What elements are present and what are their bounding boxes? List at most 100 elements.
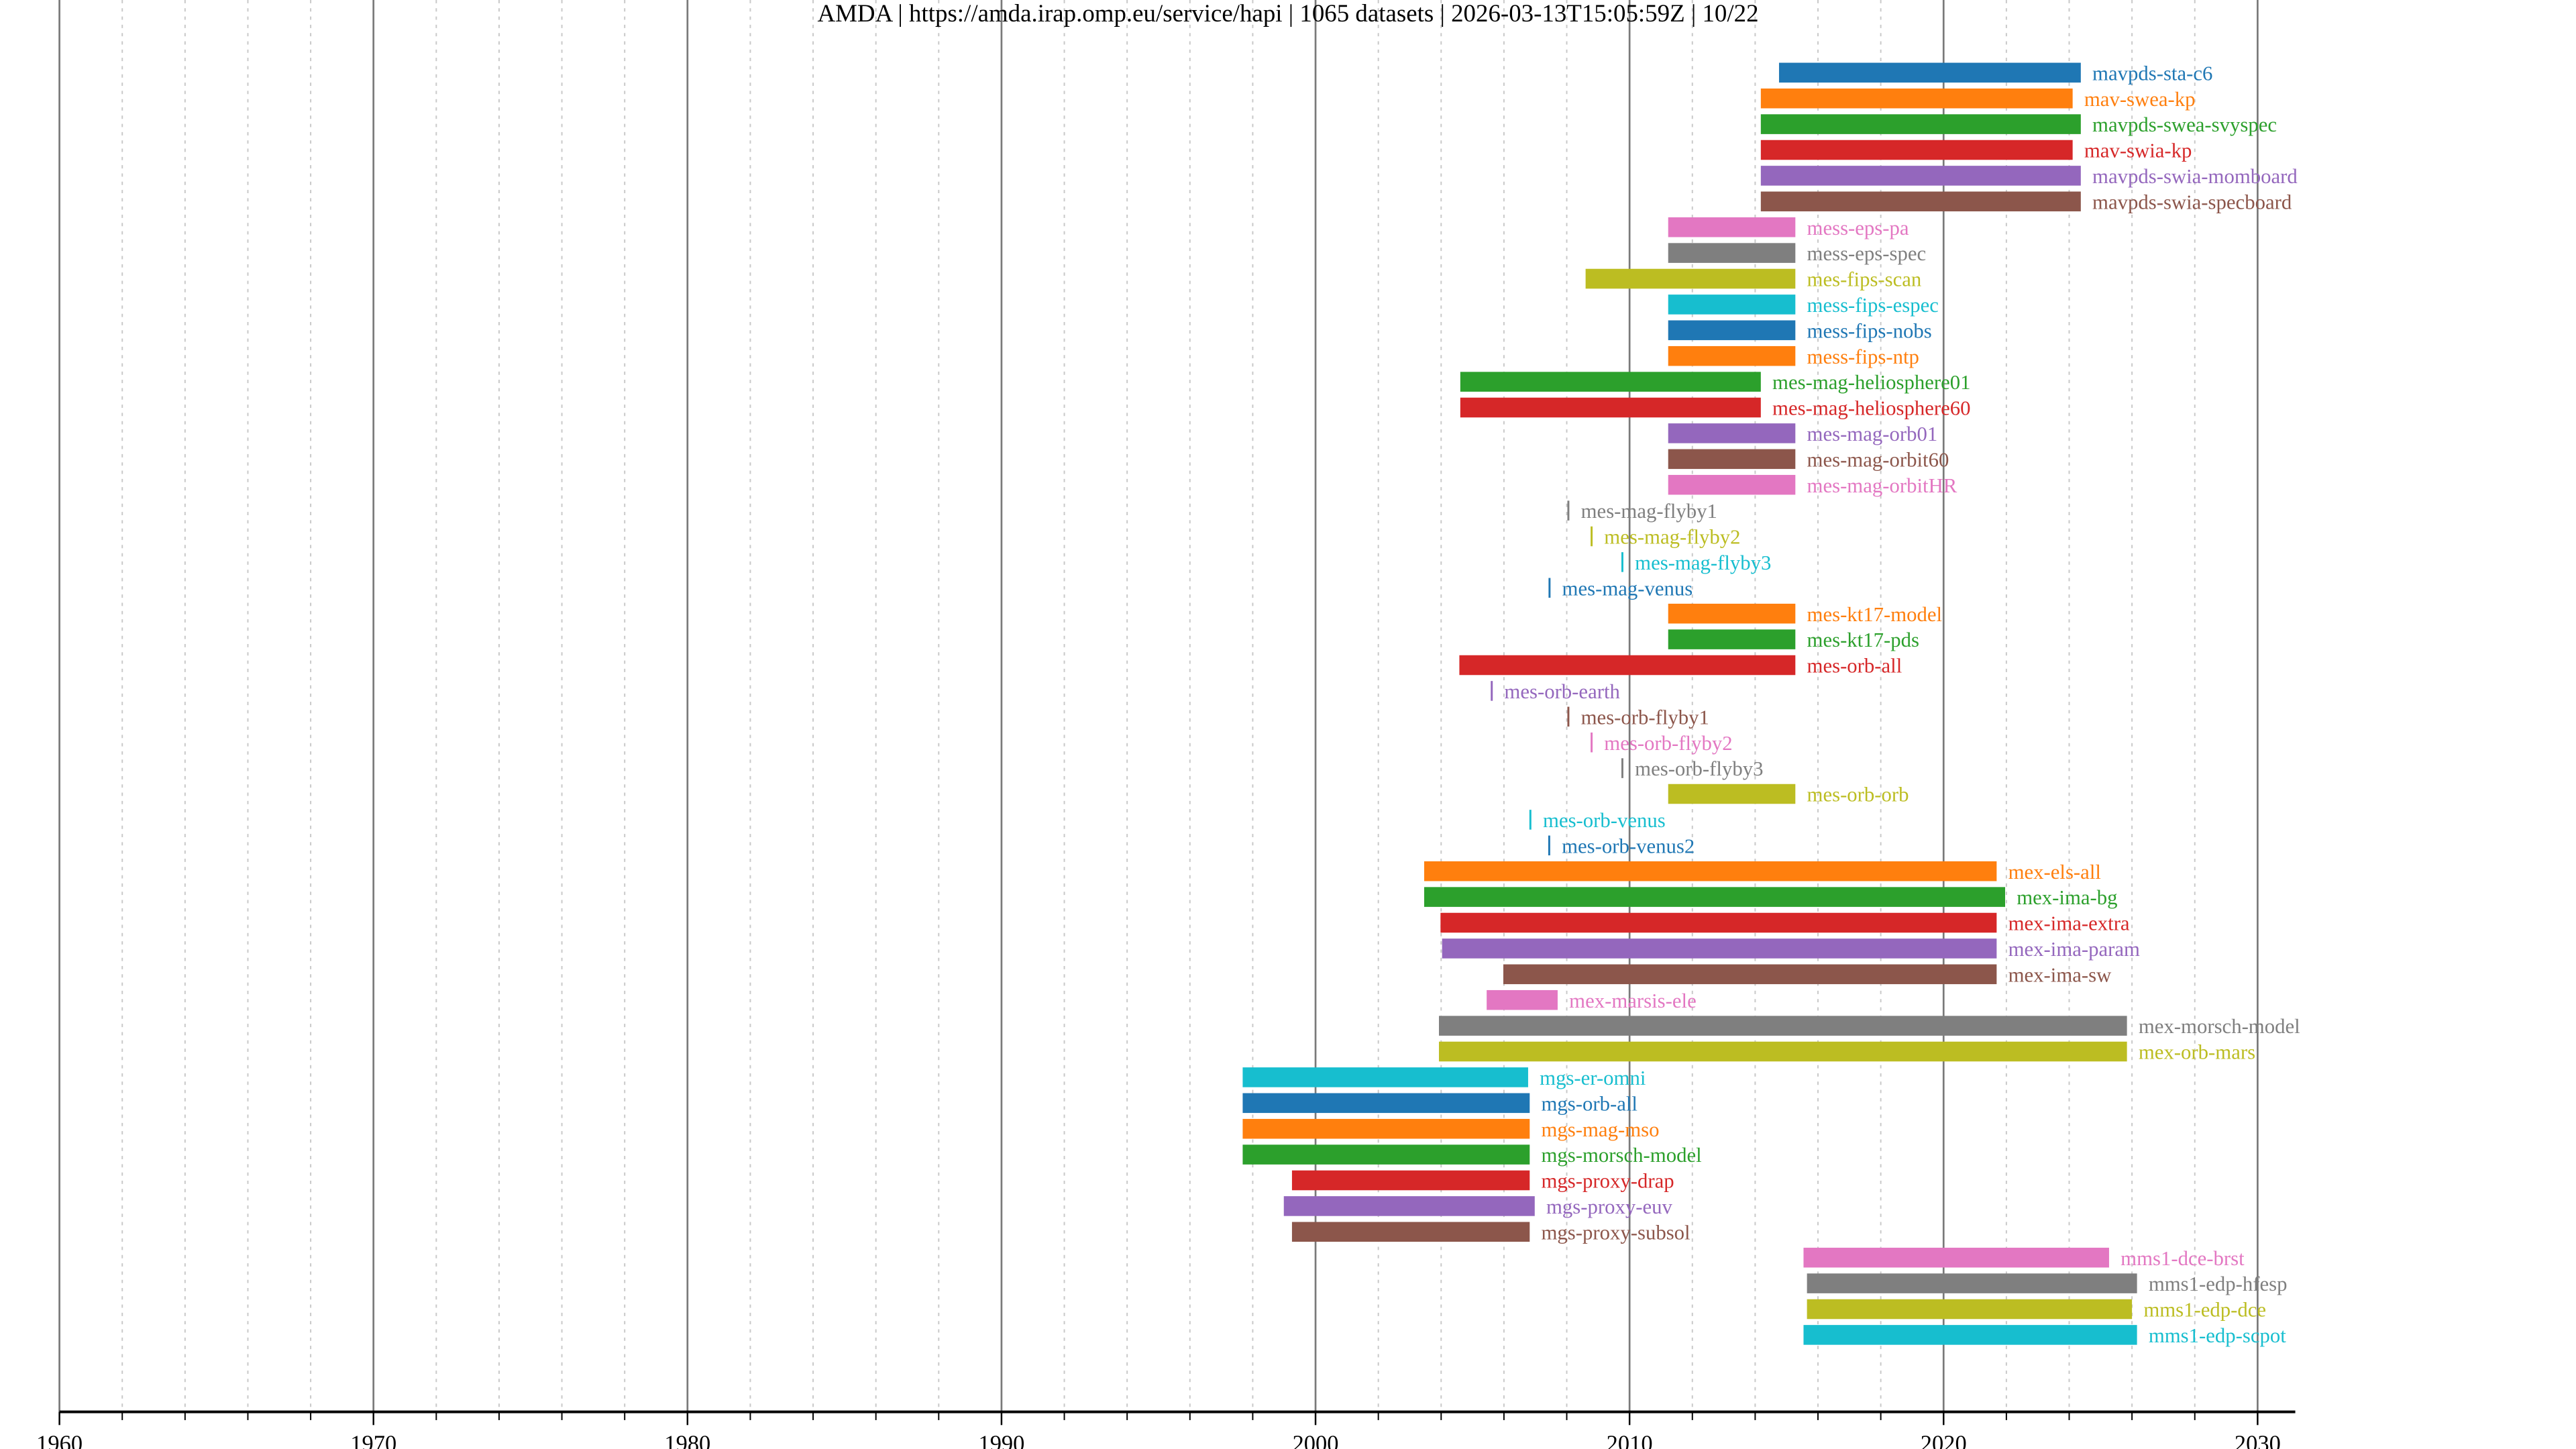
dataset-bar xyxy=(1591,526,1593,547)
dataset-bar xyxy=(1668,320,1796,341)
dataset-label: mess-fips-nobs xyxy=(1807,319,1932,342)
dataset-label: mex-ima-param xyxy=(2008,938,2140,961)
dataset-label: mes-orb-venus2 xyxy=(1562,835,1695,857)
dataset-bar xyxy=(1460,372,1761,392)
dataset-label: mes-mag-flyby3 xyxy=(1635,551,1771,574)
tick-label: 2020 xyxy=(1921,1432,1967,1449)
dataset-bar xyxy=(1442,938,1997,959)
dataset-label: mgs-proxy-subsol xyxy=(1542,1221,1690,1244)
dataset-bar xyxy=(1668,629,1796,649)
dataset-label: mes-orb-flyby3 xyxy=(1635,757,1763,780)
dataset-label: mex-ima-extra xyxy=(2008,912,2130,935)
dataset-label: mgs-mag-mso xyxy=(1542,1118,1660,1141)
tick-label: 1990 xyxy=(978,1432,1024,1449)
dataset-bar xyxy=(1283,1196,1535,1216)
dataset-bar xyxy=(1668,294,1796,315)
dataset-label: mex-orb-mars xyxy=(2139,1041,2255,1064)
dataset-bar xyxy=(1491,681,1493,701)
dataset-bar xyxy=(1621,758,1623,778)
dataset-label: mes-orb-earth xyxy=(1504,680,1619,703)
dataset-bar xyxy=(1291,1222,1530,1242)
dataset-bar xyxy=(1803,1325,2137,1345)
dataset-label: mes-mag-orbit60 xyxy=(1807,448,1949,471)
dataset-bar xyxy=(1567,706,1570,727)
dataset-label: mes-mag-orb01 xyxy=(1807,423,1938,445)
dataset-bar xyxy=(1440,912,1997,933)
dataset-bar xyxy=(1242,1093,1530,1114)
dataset-label: mms1-edp-dce xyxy=(2143,1299,2266,1322)
dataset-bar xyxy=(1668,603,1796,624)
dataset-label: mes-orb-all xyxy=(1807,655,1902,678)
dataset-bar xyxy=(1668,423,1796,443)
dataset-bar xyxy=(1459,655,1796,676)
dataset-bar xyxy=(1548,578,1551,598)
dataset-bar xyxy=(1760,88,2073,109)
dataset-label: mavpds-swea-svyspec xyxy=(2092,113,2277,136)
dataset-label: mes-kt17-model xyxy=(1807,603,1943,626)
dataset-label: mavpds-swia-specboard xyxy=(2092,191,2292,213)
dataset-label: mavpds-sta-c6 xyxy=(2092,62,2212,85)
dataset-bar xyxy=(1242,1144,1530,1165)
dataset-label: mes-mag-orbitHR xyxy=(1807,474,1957,497)
dataset-label: mes-mag-heliosphere01 xyxy=(1772,371,1970,394)
dataset-label: mex-ima-bg xyxy=(2017,886,2117,909)
dataset-label: mes-orb-flyby1 xyxy=(1581,706,1709,729)
dataset-label: mes-mag-venus xyxy=(1562,577,1693,600)
dataset-bar xyxy=(1548,835,1550,856)
dataset-bar xyxy=(1760,166,2081,186)
dataset-bar xyxy=(1291,1170,1530,1191)
chart-title: AMDA | https://amda.irap.omp.eu/service/… xyxy=(817,0,1758,27)
dataset-label: mes-orb-flyby2 xyxy=(1604,732,1732,755)
dataset-bar xyxy=(1760,191,2081,212)
dataset-bar xyxy=(1668,474,1796,495)
dataset-bar xyxy=(1424,861,1997,881)
dataset-label: mex-ima-sw xyxy=(2008,963,2112,986)
dataset-bar xyxy=(1591,732,1593,753)
dataset-bar xyxy=(1668,345,1796,366)
dataset-label: mgs-er-omni xyxy=(1540,1067,1646,1089)
dataset-label: mav-swia-kp xyxy=(2084,140,2192,162)
tick-label: 1980 xyxy=(664,1432,710,1449)
dataset-label: mes-mag-flyby1 xyxy=(1581,500,1717,523)
dataset-label: mes-mag-heliosphere60 xyxy=(1772,397,1970,420)
tick-label: 2010 xyxy=(1607,1432,1653,1449)
dataset-label: mms1-edp-hfesp xyxy=(2149,1273,2288,1295)
dataset-label: mgs-morsch-model xyxy=(1542,1144,1702,1167)
dataset-label: mess-fips-ntp xyxy=(1807,345,1919,368)
dataset-bar xyxy=(1760,140,2073,160)
dataset-bar xyxy=(1668,243,1796,263)
dataset-bar xyxy=(1668,784,1796,804)
dataset-bar xyxy=(1807,1273,2137,1293)
dataset-label: mgs-proxy-drap xyxy=(1542,1170,1674,1193)
dataset-bar xyxy=(1242,1118,1530,1139)
dataset-bar xyxy=(1424,887,2006,907)
dataset-label: mes-kt17-pds xyxy=(1807,629,1919,651)
dataset-label: mes-fips-scan xyxy=(1807,268,1922,291)
dataset-label: mex-morsch-model xyxy=(2139,1015,2300,1038)
dataset-bar xyxy=(1807,1299,2133,1320)
dataset-label: mes-orb-orb xyxy=(1807,784,1909,806)
dataset-label: mess-eps-spec xyxy=(1807,242,1927,265)
dataset-bar xyxy=(1668,217,1796,237)
tick-label: 1970 xyxy=(350,1432,396,1449)
dataset-bar xyxy=(1803,1247,2109,1268)
dataset-bar xyxy=(1487,989,1558,1010)
dataset-bar xyxy=(1503,964,1997,985)
dataset-label: mex-marsis-ele xyxy=(1569,989,1697,1012)
dataset-label: mess-eps-pa xyxy=(1807,217,1909,239)
dataset-bar xyxy=(1585,268,1796,289)
dataset-bar xyxy=(1621,552,1623,572)
dataset-label: mavpds-swia-momboard xyxy=(2092,165,2298,188)
bars: mavpds-sta-c6 mav-swea-kpmavpds-swea-svys… xyxy=(1242,62,2300,1347)
dataset-bar xyxy=(1439,1041,2127,1062)
dataset-label: mgs-orb-all xyxy=(1542,1092,1638,1115)
dataset-bar xyxy=(1760,114,2081,134)
grid xyxy=(58,0,2259,1412)
x-axis: 1960 1970 1980 1990 2000 2010 2020 2030 xyxy=(36,1410,2296,1449)
tick-label: 1960 xyxy=(36,1432,83,1449)
dataset-label: mgs-proxy-euv xyxy=(1546,1195,1673,1218)
dataset-label: mess-fips-espec xyxy=(1807,294,1939,317)
dataset-bar xyxy=(1242,1067,1528,1087)
dataset-bar xyxy=(1460,397,1761,418)
